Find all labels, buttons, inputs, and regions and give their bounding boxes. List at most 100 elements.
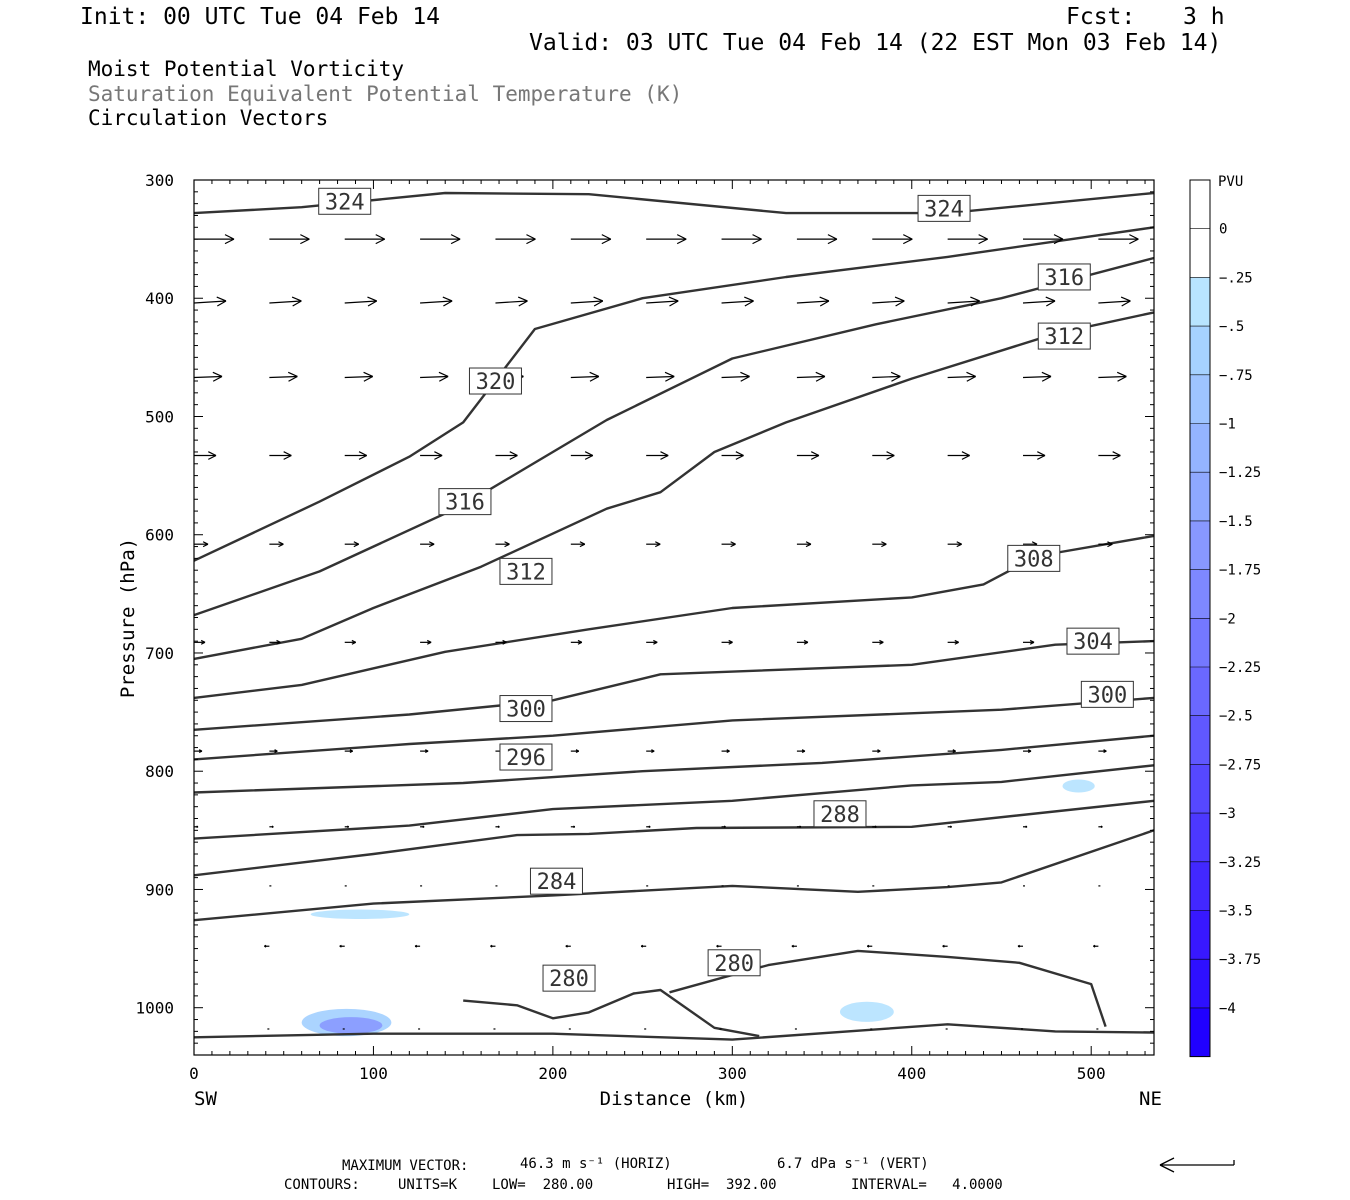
vector-head	[490, 945, 493, 948]
colorbar-label: −3	[1219, 806, 1236, 822]
vector-arrow	[1023, 825, 1028, 829]
vector-head	[358, 454, 367, 460]
vector-head	[450, 238, 461, 245]
colorbar-label: −.75	[1219, 368, 1253, 384]
vector-head	[881, 543, 887, 548]
max-vector-label: MAXIMUM VECTOR:	[342, 1158, 469, 1174]
vector-arrow	[872, 825, 877, 829]
vector-head	[601, 234, 612, 240]
vector-head	[651, 749, 655, 752]
vector-arrow	[495, 451, 518, 460]
vector-head	[497, 825, 500, 828]
field-vectors-label: Circulation Vectors	[88, 106, 329, 130]
vector-head	[744, 296, 754, 302]
vector-head	[730, 541, 736, 545]
colorbar-swatch	[1190, 667, 1210, 716]
vector-arrow	[947, 371, 976, 382]
vector-head	[422, 825, 425, 828]
vector-shaft	[420, 375, 449, 379]
vector-head	[1116, 371, 1127, 378]
vector-head	[752, 234, 762, 240]
vector-arrow	[796, 825, 802, 829]
vector-head	[819, 300, 830, 307]
vector-arrow	[1017, 944, 1024, 948]
vector-head	[1107, 541, 1113, 545]
vector-arrow	[942, 944, 948, 948]
vector-head	[363, 371, 373, 378]
vector-head	[726, 749, 730, 752]
theta-contour-280-11	[669, 949, 1107, 1027]
vector-head	[867, 945, 870, 948]
x-tick-label: 500	[1077, 1064, 1106, 1083]
vector-arrow	[194, 749, 203, 754]
vector-head	[740, 371, 750, 378]
vector-arrow	[269, 451, 292, 460]
vector-arrow	[872, 296, 905, 307]
vector-arrow	[1098, 451, 1121, 460]
colorbar-label: −4	[1219, 1001, 1236, 1017]
vector-head	[752, 238, 762, 245]
colorbar-swatch	[1190, 861, 1210, 911]
vector-head	[202, 541, 209, 545]
vector-head	[1037, 451, 1046, 457]
contour-label-box	[1037, 263, 1091, 291]
contour-label: 300	[1080, 680, 1134, 708]
vector-arrow	[1022, 371, 1052, 382]
vector-head	[428, 543, 435, 548]
colorbar-swatch	[1190, 180, 1210, 229]
vector-arrow	[947, 749, 956, 754]
vector-head	[1031, 541, 1038, 545]
vector-arrow	[646, 371, 675, 382]
vector-head	[1025, 825, 1028, 828]
vector-head	[358, 451, 367, 457]
vector-head	[1120, 296, 1131, 302]
vector-arrow	[269, 541, 284, 548]
vector-arrow	[721, 371, 750, 382]
vector-arrow	[194, 825, 199, 829]
vector-head	[655, 543, 661, 548]
contours-low: LOW= 280.00	[492, 1177, 594, 1193]
vector-arrow	[344, 234, 385, 245]
axes: 300 400 500 600 700 800 900 1000 0 100 200 300 400 50…	[135, 171, 1154, 1083]
vector-head	[274, 749, 278, 752]
y-tick-label: 700	[145, 644, 174, 663]
vector-head	[815, 375, 826, 382]
vector-arrow	[269, 825, 274, 829]
contour-label-box	[707, 949, 761, 977]
vector-head	[208, 454, 217, 460]
y-axis-title: Pressure (hPa)	[117, 538, 139, 698]
vector-head	[351, 639, 356, 643]
vector-arrow	[721, 825, 726, 829]
vector-arrow	[721, 639, 733, 645]
vector-arrow	[646, 639, 658, 645]
vector-head	[669, 300, 679, 307]
theta-contour-296-7	[193, 734, 1155, 794]
vector-arrow	[495, 825, 500, 829]
theta-contour-312-3	[193, 311, 1155, 661]
x-tick-label: 200	[538, 1064, 567, 1083]
vector-head	[1121, 300, 1131, 307]
vector-arrow	[269, 234, 310, 245]
vector-shaft	[344, 375, 373, 379]
vector-head	[1027, 749, 1032, 752]
theta-contour-284-10	[193, 829, 1155, 922]
colorbar-label: −2.5	[1219, 709, 1253, 725]
vector-arrow	[344, 371, 374, 382]
vector-head	[730, 543, 736, 548]
vector-head	[903, 234, 913, 240]
vector-head	[1129, 238, 1139, 245]
vector-head	[810, 454, 820, 460]
x-tick-label: 300	[718, 1064, 747, 1083]
contour-label-box	[529, 867, 583, 895]
contour-label-box	[318, 187, 372, 215]
colorbar-swatch	[1190, 764, 1210, 814]
vector-head	[292, 300, 302, 307]
vector-head	[942, 945, 945, 948]
colorbar-label: −.25	[1219, 270, 1253, 286]
vector-arrow	[414, 944, 421, 948]
vector-arrow	[344, 639, 356, 645]
vector-arrow	[872, 451, 895, 460]
colorbar-label: −3.25	[1219, 855, 1261, 871]
x-right-end-label: NE	[1139, 1088, 1162, 1110]
vector-head	[212, 375, 223, 382]
